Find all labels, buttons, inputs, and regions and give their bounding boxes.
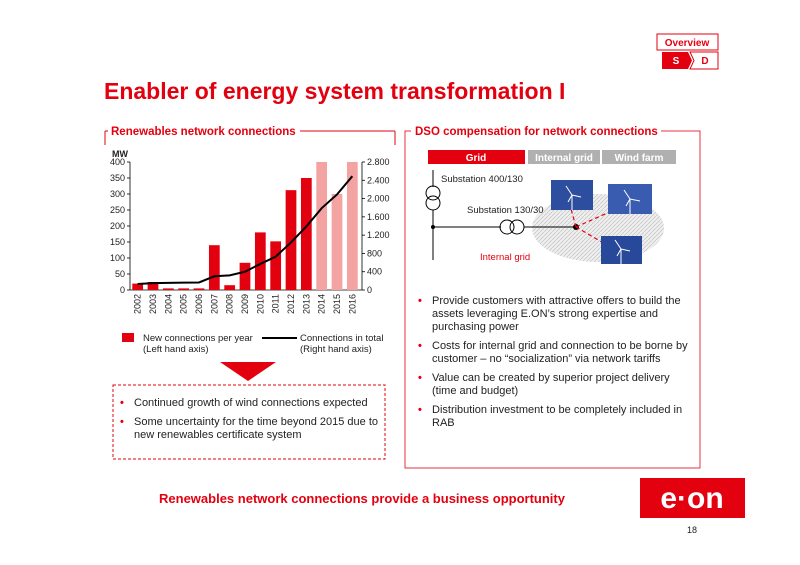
panel-heading: DSO compensation for network connections: [415, 126, 658, 138]
bar: [178, 288, 190, 290]
x-tick-label: 2010: [255, 294, 265, 314]
y-tick-label: 150: [110, 237, 125, 247]
y2-tick-label: 0: [367, 285, 372, 295]
legend-entry: New connections per year (Left hand axis…: [143, 333, 253, 355]
tab-box[interactable]: [656, 33, 719, 51]
line: [137, 175, 354, 286]
column-label: Grid: [466, 153, 487, 164]
down-arrow: [220, 362, 276, 381]
y2-tick-label: 2.000: [367, 194, 390, 204]
x-tick-label: 2005: [179, 294, 189, 314]
y-tick-label: 250: [110, 205, 125, 215]
transformer: [425, 185, 441, 201]
column-label: Internal grid: [535, 153, 593, 164]
heading-bg: [411, 125, 661, 137]
x-tick-label: 2002: [133, 294, 143, 314]
x-tick-label: 2013: [301, 294, 311, 314]
x-tick-label: 2009: [240, 294, 250, 314]
y2-tick-label: 1.200: [367, 230, 390, 240]
bar: [270, 241, 282, 290]
y2-tick-label: 2.400: [367, 175, 390, 185]
column-header: [602, 150, 676, 164]
transformer: [425, 195, 441, 211]
x-tick-label: 2014: [317, 294, 327, 314]
bar: [285, 190, 297, 290]
legend-entry: Connections in total (Right hand axis): [300, 333, 384, 355]
y-tick-label: 400: [110, 157, 125, 167]
step-d[interactable]: [689, 51, 719, 70]
left-bullets: Continued growth of wind connections exp…: [120, 397, 382, 448]
bullet: Some uncertainty for the time beyond 201…: [120, 416, 382, 442]
legend-swatch: [122, 333, 134, 342]
bullet-box: [112, 384, 386, 460]
x-tick-label: 2015: [332, 294, 342, 314]
bar: [300, 178, 312, 290]
bar: [331, 194, 343, 290]
bullet: Continued growth of wind connections exp…: [120, 397, 382, 410]
transformer: [509, 219, 525, 235]
tab-label[interactable]: Overview: [665, 38, 710, 49]
footer-message: Renewables network connections provide a…: [159, 491, 566, 506]
bar: [147, 282, 159, 290]
bar: [193, 288, 205, 290]
y-tick-label: 50: [115, 269, 125, 279]
x-tick-label: 2004: [163, 294, 173, 314]
column-label: Wind farm: [615, 153, 664, 164]
bar: [316, 162, 328, 290]
y-tick-label: 0: [120, 285, 125, 295]
bullet: Provide customers with attractive offers…: [418, 295, 693, 334]
y-tick-label: 100: [110, 253, 125, 263]
bar: [239, 262, 251, 290]
transformer: [499, 219, 515, 235]
node: [431, 225, 435, 229]
step-label[interactable]: D: [701, 56, 708, 67]
y-tick-label: 300: [110, 189, 125, 199]
x-tick-label: 2006: [194, 294, 204, 314]
y2-tick-label: 800: [367, 248, 382, 258]
x-tick-label: 2012: [286, 294, 296, 314]
diagram-label: Internal grid: [480, 252, 530, 263]
column-header: [428, 150, 525, 164]
x-tick-label: 2016: [347, 294, 357, 314]
turbine-photos: [551, 180, 652, 264]
y2-tick-label: 2.800: [367, 157, 390, 167]
y-tick-label: 350: [110, 173, 125, 183]
x-tick-label: 2008: [225, 294, 235, 314]
bar: [224, 285, 236, 290]
bullet: Distribution investment to be completely…: [418, 404, 693, 430]
logo-box: [640, 478, 745, 518]
x-tick-label: 2003: [148, 294, 158, 314]
diagram-label: Substation 130/30: [467, 205, 544, 216]
title: Enabler of energy system transformation …: [104, 78, 565, 104]
step-label[interactable]: S: [673, 56, 680, 67]
page-number: 18: [687, 525, 697, 535]
bullet: Value can be created by superior project…: [418, 372, 693, 398]
x-tick-label: 2011: [271, 294, 281, 313]
x-tick-label: 2007: [209, 294, 219, 314]
bar: [346, 162, 358, 290]
y-axis-unit: MW: [112, 149, 128, 159]
bar: [254, 232, 266, 290]
bar: [208, 245, 220, 290]
panel-heading: Renewables network connections: [111, 126, 296, 138]
bar: [132, 283, 144, 290]
diagram-label: Substation 400/130: [441, 174, 523, 185]
bullet: Costs for internal grid and connection t…: [418, 340, 693, 366]
right-bullets: Provide customers with attractive offers…: [418, 295, 693, 436]
logo: e·on: [660, 482, 723, 515]
y2-tick-label: 1.600: [367, 212, 390, 222]
bar: [162, 288, 174, 290]
y2-tick-label: 400: [367, 267, 382, 277]
step-s[interactable]: [662, 52, 692, 69]
y-tick-label: 200: [110, 221, 125, 231]
column-header: [528, 150, 600, 164]
